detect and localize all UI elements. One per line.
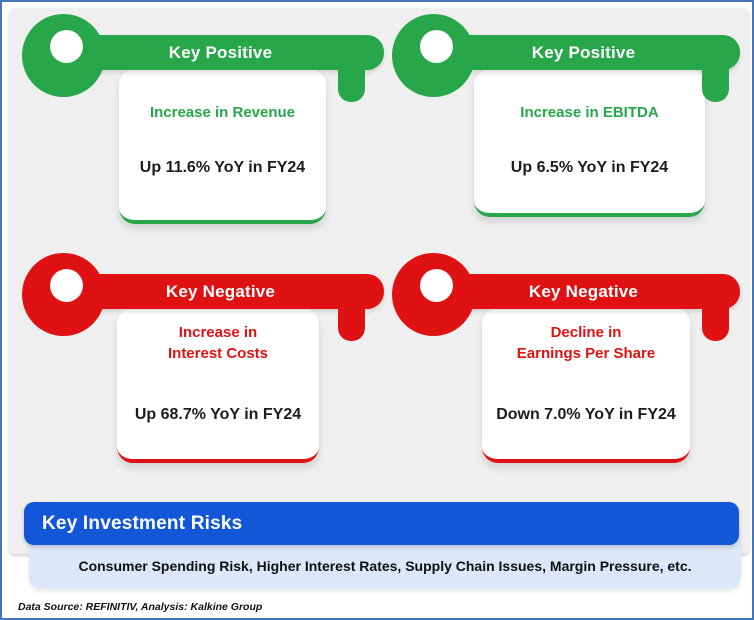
metric-value: Up 11.6% YoY in FY24	[139, 159, 306, 176]
key-header-label: Key Positive	[531, 42, 636, 62]
key-negative-eps: Key Negative Decline in Earnings Per Sha…	[392, 253, 740, 465]
metric-title: Increase in EBITDA	[520, 104, 659, 121]
key-ring-hole	[50, 269, 83, 302]
key-header-label: Key Negative	[528, 281, 639, 301]
key-ring-hole	[420, 269, 453, 302]
metric-card: Increase in EBITDA Up 6.5% YoY in FY24	[474, 69, 705, 217]
data-source-note: Data Source: REFINITIV, Analysis: Kalkin…	[18, 601, 263, 613]
key-shaft: Key Positive	[57, 35, 384, 70]
key-shaft: Key Positive	[427, 35, 740, 70]
key-tooth-icon	[338, 289, 365, 341]
metric-value: Up 68.7% YoY in FY24	[134, 406, 302, 423]
metric-title: Decline in Earnings Per Share	[516, 324, 656, 362]
metric-card: Increase in Revenue Up 11.6% YoY in FY24	[119, 69, 326, 224]
key-negative-interest-costs: Key Negative Increase in Interest Costs …	[22, 253, 384, 465]
key-tooth-icon	[702, 289, 729, 341]
key-tooth-icon	[702, 50, 729, 102]
metric-card: Increase in Interest Costs Up 68.7% YoY …	[117, 308, 319, 463]
key-ring-icon	[22, 14, 105, 97]
key-ring-icon	[22, 253, 105, 336]
key-ring-hole	[50, 30, 83, 63]
key-ring-hole	[420, 30, 453, 63]
key-tooth-icon	[338, 50, 365, 102]
key-ring-icon	[392, 14, 475, 97]
metric-title: Increase in Revenue	[149, 104, 296, 121]
key-ring-icon	[392, 253, 475, 336]
key-header-label: Key Positive	[168, 42, 273, 62]
key-positive-ebitda: Key Positive Increase in EBITDA Up 6.5% …	[392, 14, 740, 221]
metric-value: Down 7.0% YoY in FY24	[496, 406, 676, 423]
metric-card: Decline in Earnings Per Share Down 7.0% …	[482, 308, 690, 463]
metric-value: Up 6.5% YoY in FY24	[510, 159, 669, 176]
key-header-label: Key Negative	[165, 281, 276, 301]
key-shaft: Key Negative	[57, 274, 384, 309]
risk-header-banner: Key Investment Risks	[24, 502, 739, 545]
key-shaft: Key Negative	[427, 274, 740, 309]
key-positive-revenue: Key Positive Increase in Revenue Up 11.6…	[22, 14, 384, 226]
risk-summary-text: Consumer Spending Risk, Higher Interest …	[78, 558, 692, 574]
metric-title: Increase in Interest Costs	[167, 324, 269, 362]
risk-header-label: Key Investment Risks	[42, 512, 243, 534]
